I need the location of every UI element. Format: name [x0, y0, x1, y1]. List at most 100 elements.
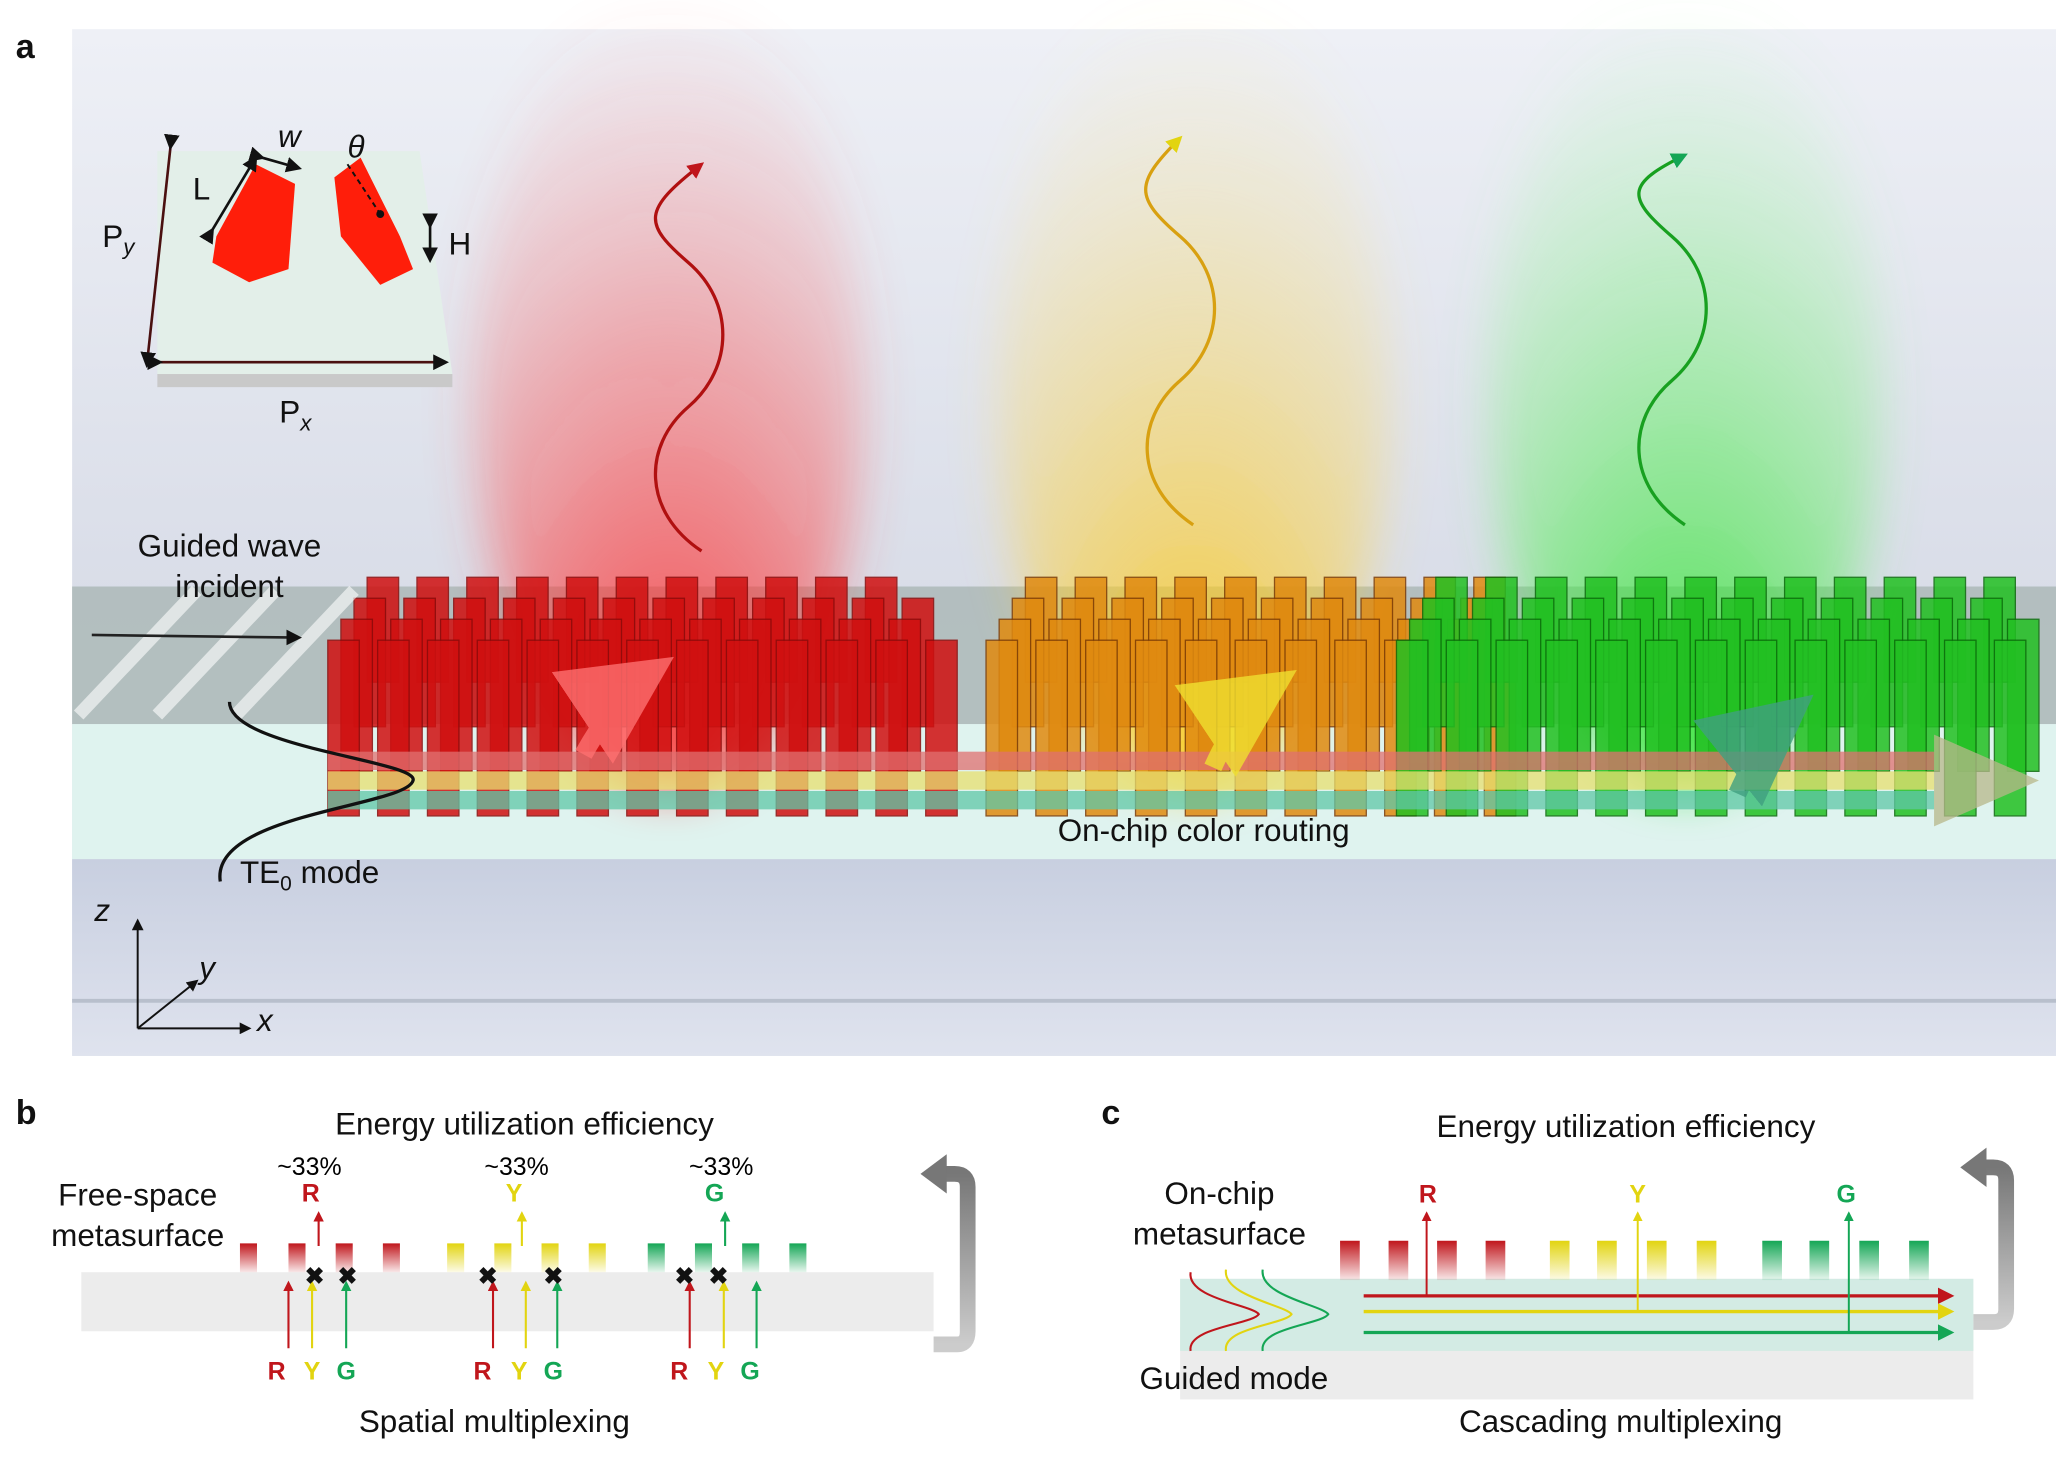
blocked-x-icon: ✖ — [675, 1264, 695, 1290]
length-L-label: L — [193, 172, 211, 207]
meta-bar — [494, 1243, 512, 1273]
period-Px-label: Px — [279, 395, 312, 436]
meta-bar — [541, 1243, 559, 1273]
guided-mode-profile-green — [1261, 1269, 1330, 1352]
color-routing-arrows — [327, 734, 2039, 827]
angle-theta-label: θ — [347, 130, 364, 165]
te0-mode-profile-icon — [218, 701, 415, 882]
guided-mode-label: Guided mode — [1139, 1361, 1328, 1396]
free-space-label-2: metasurface — [51, 1218, 224, 1253]
panel-b: b Energy utilization efficiency ~33% ~33… — [16, 1094, 976, 1439]
panel-b-caption: Spatial multiplexing — [359, 1404, 630, 1439]
meta-bar — [1762, 1240, 1782, 1281]
feedback-arrow-c-icon — [1973, 1159, 2015, 1330]
meta-bar — [1597, 1240, 1617, 1281]
coordinate-axes-icon: z y x — [93, 893, 274, 1038]
svg-text:G: G — [336, 1358, 355, 1386]
meta-bar — [447, 1243, 465, 1273]
routing-label: On-chip color routing — [1058, 813, 1350, 848]
svg-text:R: R — [268, 1358, 286, 1386]
substrate — [72, 859, 2056, 1056]
period-Py-label: Py — [102, 219, 136, 260]
feedback-arrow-icon — [933, 1166, 976, 1353]
meta-bar — [1388, 1240, 1409, 1281]
svg-text:Y: Y — [511, 1358, 528, 1386]
panel-b-title: Energy utilization efficiency — [335, 1107, 714, 1142]
axis-y-label: y — [197, 951, 217, 986]
substrate-b — [81, 1272, 934, 1332]
meta-bar — [1696, 1240, 1717, 1281]
meta-bar — [335, 1243, 353, 1273]
meta-bar — [1549, 1240, 1570, 1281]
blocked-x-icon: ✖ — [305, 1264, 325, 1290]
panel-a: a Guided wave inci — [16, 0, 2056, 1056]
width-w-label: w — [278, 119, 303, 154]
meta-bar — [647, 1243, 665, 1273]
red-coupling-arrow — [551, 656, 674, 764]
panel-c-title: Energy utilization efficiency — [1437, 1109, 1816, 1144]
meta-bar — [1437, 1240, 1457, 1281]
free-space-label: Free-space — [58, 1177, 217, 1212]
efficiency-red: ~33% — [277, 1153, 341, 1181]
meta-bar — [1646, 1240, 1667, 1281]
guided-wave-label-2: incident — [175, 569, 284, 604]
incident-arrow-icon — [91, 629, 303, 646]
output-y-c: Y — [1629, 1181, 1646, 1209]
on-chip-metasurface-bars — [1340, 1240, 1929, 1281]
guided-mode-profile-red — [1189, 1272, 1261, 1352]
panel-b-input-labels: R Y G R Y G R Y G — [268, 1358, 760, 1386]
yellow-emission-wave-icon — [1144, 135, 1217, 527]
meta-bar — [382, 1243, 400, 1273]
te0-mode-label: TE0 mode — [240, 855, 379, 896]
unit-cell-inset: w L θ H Py Px — [102, 119, 471, 435]
panel-c: c Energy utilization efficiency On-chip … — [1101, 1094, 2015, 1439]
svg-text:R: R — [670, 1358, 688, 1386]
meta-bar — [1809, 1240, 1830, 1281]
free-space-metasurface-bars — [239, 1243, 807, 1273]
panel-b-arrows: ✖ ✖ ✖ ✖ ✖ ✖ — [283, 1211, 762, 1349]
axis-x-label: x — [255, 1003, 274, 1038]
on-chip-label: On-chip — [1164, 1176, 1274, 1211]
incident-wave-stripes — [73, 585, 359, 720]
meta-bar — [1485, 1240, 1506, 1281]
output-r: R — [302, 1179, 320, 1207]
meta-bar — [789, 1243, 807, 1273]
meta-bar — [239, 1243, 257, 1273]
meta-bar — [694, 1243, 712, 1273]
panel-c-caption: Cascading multiplexing — [1459, 1404, 1782, 1439]
output-y: Y — [506, 1179, 523, 1207]
blocked-x-icon: ✖ — [709, 1264, 729, 1290]
svg-text:Y: Y — [708, 1358, 725, 1386]
efficiency-yellow: ~33% — [484, 1153, 548, 1181]
blocked-x-icon: ✖ — [478, 1264, 498, 1290]
blocked-x-icon: ✖ — [543, 1264, 563, 1290]
blocked-x-icon: ✖ — [338, 1264, 358, 1290]
panel-b-label: b — [16, 1094, 37, 1132]
efficiency-green: ~33% — [689, 1153, 753, 1181]
meta-bar — [1859, 1240, 1879, 1281]
meta-bar — [742, 1243, 760, 1273]
output-r-c: R — [1419, 1181, 1437, 1209]
svg-text:G: G — [740, 1358, 759, 1386]
output-g-c: G — [1837, 1181, 1856, 1209]
panel-a-label: a — [16, 28, 36, 66]
output-g: G — [705, 1179, 724, 1207]
waveguide-c — [1180, 1278, 1974, 1351]
svg-text:Y: Y — [304, 1358, 321, 1386]
meta-bar — [1340, 1240, 1360, 1281]
axis-z-label: z — [93, 893, 110, 928]
meta-bar — [1909, 1240, 1929, 1281]
meta-bar — [288, 1243, 306, 1273]
svg-text:R: R — [474, 1358, 492, 1386]
green-coupling-arrow — [1693, 694, 1814, 807]
meta-bar — [588, 1243, 606, 1273]
on-chip-label-2: metasurface — [1133, 1217, 1306, 1252]
height-H-label: H — [448, 227, 471, 262]
yellow-coupling-arrow — [1174, 669, 1297, 777]
guided-mode-profile-yellow — [1224, 1269, 1293, 1352]
panel-c-label: c — [1101, 1094, 1120, 1132]
red-emission-wave-icon — [653, 162, 725, 553]
guided-wave-label: Guided wave — [138, 528, 322, 563]
svg-text:G: G — [544, 1358, 563, 1386]
